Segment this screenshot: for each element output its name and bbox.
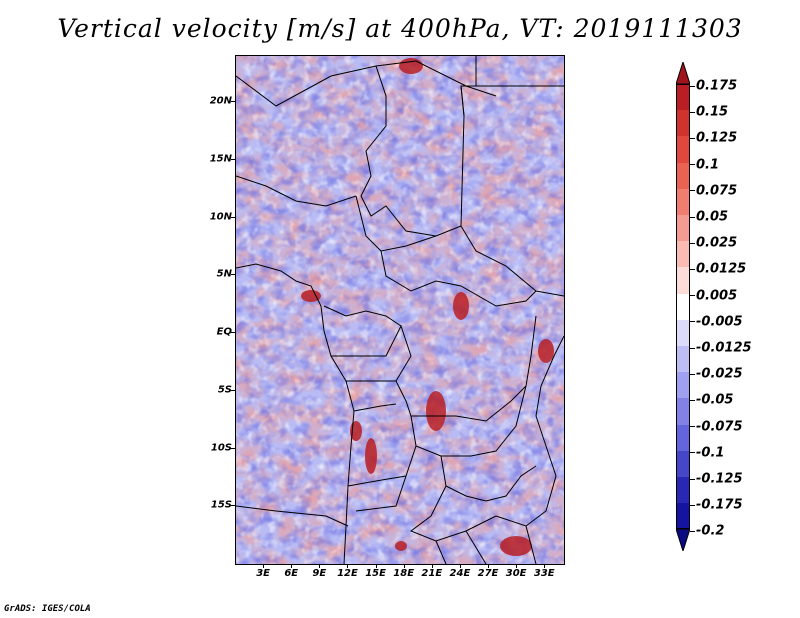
lat-tick <box>231 447 235 449</box>
lon-tick <box>544 564 546 568</box>
colorbar-label: -0.05 <box>696 392 734 408</box>
colorbar-label: -0.005 <box>696 314 743 330</box>
map-title: Vertical velocity [m/s] at 400hPa, VT: 2… <box>57 14 743 43</box>
lat-tick <box>231 389 235 391</box>
colorbar-segment <box>676 503 690 530</box>
lon-tick <box>403 564 405 568</box>
colorbar-label: 0.05 <box>696 209 729 225</box>
colorbar-tick <box>690 190 695 192</box>
colorbar-segment <box>676 241 690 268</box>
lon-tick <box>459 564 461 568</box>
colorbar-label: -0.1 <box>696 445 725 461</box>
colorbar-tick <box>690 164 695 166</box>
colorbar-tick <box>690 504 695 506</box>
footer-credit: GrADS: IGES/COLA <box>4 604 91 614</box>
colorbar-segment <box>676 162 690 189</box>
colorbar-tick <box>690 530 695 532</box>
colorbar-label: 0.005 <box>696 288 738 304</box>
lat-label: 20N <box>209 95 232 107</box>
lon-label: 6E <box>284 568 299 579</box>
lon-label: 12E <box>337 568 358 579</box>
velocity-map <box>235 55 565 565</box>
colorbar-tick <box>690 295 695 297</box>
lon-label: 18E <box>393 568 415 579</box>
lat-tick <box>231 158 235 160</box>
colorbar-label: 0.0125 <box>696 261 747 277</box>
colorbar-tick <box>690 347 695 349</box>
colorbar-label: 0.025 <box>696 235 738 251</box>
colorbar-tick <box>690 452 695 454</box>
velocity-field <box>236 56 564 564</box>
colorbar-tick <box>690 426 695 428</box>
lon-tick <box>291 564 293 568</box>
lat-label: 5S <box>217 384 232 396</box>
colorbar-label: -0.125 <box>696 471 743 487</box>
lon-label: 33E <box>533 568 555 579</box>
lat-tick <box>231 216 235 218</box>
colorbar-segment <box>676 477 690 504</box>
colorbar-tick <box>690 373 695 375</box>
lon-tick <box>488 564 490 568</box>
colorbar-tick <box>690 216 695 218</box>
colorbar-top-arrow <box>676 62 690 84</box>
colorbar-label: -0.075 <box>696 419 743 435</box>
lat-tick <box>231 332 235 334</box>
colorbar-segment <box>676 84 690 111</box>
lat-label: 15S <box>210 499 232 511</box>
colorbar-label: -0.0125 <box>696 340 752 356</box>
colorbar-label: -0.2 <box>696 523 725 539</box>
colorbar-label: 0.125 <box>696 130 738 146</box>
lon-tick <box>263 564 265 568</box>
colorbar-segment <box>676 450 690 477</box>
lat-tick <box>231 505 235 507</box>
colorbar-label: -0.025 <box>696 366 743 382</box>
lon-label: 24E <box>449 568 471 579</box>
colorbar-label: 0.1 <box>696 157 720 173</box>
lat-label: 10S <box>210 442 232 454</box>
lon-label: 3E <box>256 568 271 579</box>
colorbar-tick <box>690 268 695 270</box>
colorbar-segment <box>676 372 690 399</box>
colorbar-segment <box>676 188 690 215</box>
lon-label: 9E <box>312 568 327 579</box>
colorbar-label: 0.075 <box>696 183 738 199</box>
colorbar-bottom-arrow <box>676 529 690 552</box>
lon-tick <box>319 564 321 568</box>
colorbar-tick <box>690 321 695 323</box>
colorbar-tick <box>690 85 695 87</box>
colorbar-tick <box>690 111 695 113</box>
colorbar-segment <box>676 424 690 451</box>
colorbar-label: -0.175 <box>696 497 743 513</box>
colorbar-tick <box>690 478 695 480</box>
colorbar-label: 0.175 <box>696 78 738 94</box>
colorbar-segment <box>676 293 690 320</box>
lat-label: 15N <box>209 153 232 165</box>
lat-tick <box>231 101 235 103</box>
colorbar-tick <box>690 137 695 139</box>
lat-label: 10N <box>209 211 232 223</box>
lon-tick <box>347 564 349 568</box>
lon-label: 27E <box>477 568 499 579</box>
lon-label: 30E <box>505 568 527 579</box>
lon-tick <box>375 564 377 568</box>
colorbar-tick <box>690 399 695 401</box>
colorbar-segment <box>676 319 690 346</box>
lon-label: 21E <box>421 568 443 579</box>
colorbar-segment <box>676 110 690 137</box>
colorbar-tick <box>690 242 695 244</box>
colorbar-segment <box>676 267 690 294</box>
colorbar-segment <box>676 398 690 425</box>
lat-tick <box>231 274 235 276</box>
lon-tick <box>431 564 433 568</box>
lon-tick <box>516 564 518 568</box>
lat-label: 5N <box>216 268 232 280</box>
lon-label: 15E <box>365 568 386 579</box>
lat-label: EQ <box>216 326 232 338</box>
colorbar-label: 0.15 <box>696 104 729 120</box>
colorbar-segment <box>676 346 690 373</box>
colorbar-segment <box>676 136 690 163</box>
colorbar-segment <box>676 215 690 242</box>
